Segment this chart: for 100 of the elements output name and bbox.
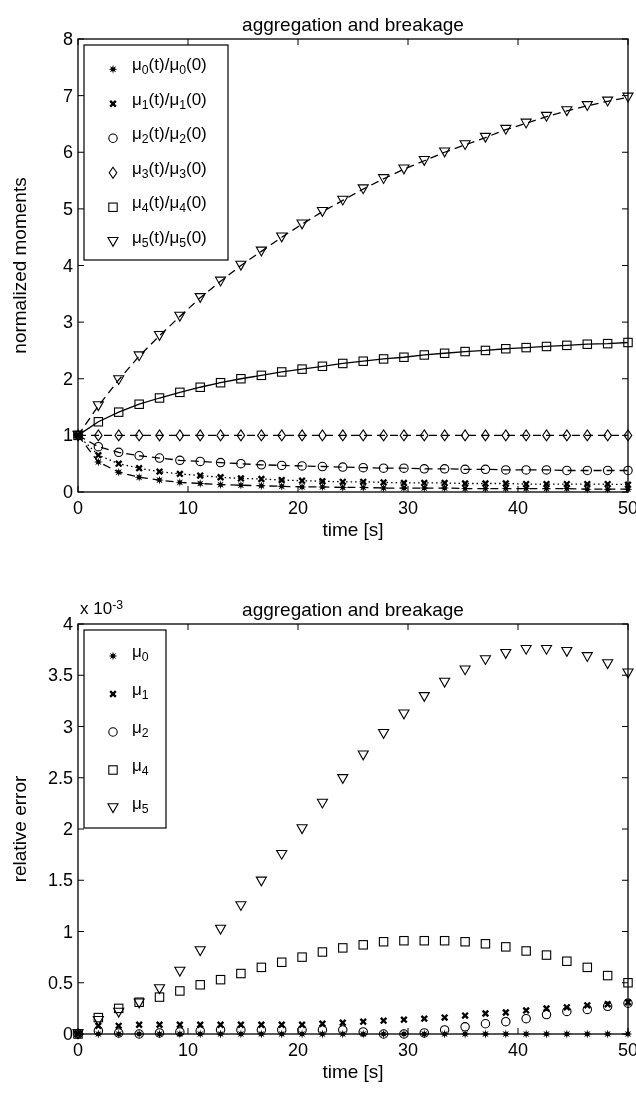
point <box>541 341 552 352</box>
y-tick-label: 1 <box>62 921 73 942</box>
point <box>113 1003 124 1014</box>
point <box>216 473 225 481</box>
point <box>399 935 409 946</box>
point <box>602 465 613 476</box>
point <box>297 461 307 471</box>
point <box>194 946 206 957</box>
point <box>236 429 246 442</box>
point <box>378 354 389 364</box>
point <box>439 1025 450 1035</box>
y-tick-label: 3 <box>62 312 73 333</box>
point <box>338 483 348 492</box>
point <box>317 361 328 372</box>
point <box>155 467 164 476</box>
point <box>154 453 165 463</box>
point <box>541 1009 552 1020</box>
point <box>521 429 531 442</box>
point <box>542 480 551 488</box>
point <box>297 429 307 442</box>
point <box>501 942 511 952</box>
point <box>276 849 288 860</box>
point <box>399 429 409 442</box>
point <box>155 475 164 485</box>
point <box>582 339 593 349</box>
x-tick-label: 30 <box>397 498 419 518</box>
point <box>440 479 449 487</box>
point <box>603 1029 613 1039</box>
point <box>561 106 573 117</box>
point <box>399 463 409 473</box>
point <box>501 1029 511 1039</box>
point <box>418 155 430 166</box>
legend-label: μ$_{1}$ <box>132 680 149 702</box>
point <box>522 1006 530 1015</box>
point <box>236 1025 246 1035</box>
point <box>460 429 470 442</box>
point <box>338 943 348 953</box>
point <box>256 370 267 381</box>
point <box>562 429 572 442</box>
point <box>439 677 451 688</box>
point <box>175 455 185 466</box>
legend-label: μ$_{2}$ <box>132 718 149 740</box>
point <box>460 464 470 475</box>
point <box>357 184 369 195</box>
point <box>379 478 388 487</box>
point <box>359 478 367 486</box>
legend-label: μ$_{5}$(t)/μ$_{5}$(0) <box>132 227 207 250</box>
point <box>581 101 593 111</box>
point <box>135 464 143 472</box>
point <box>339 478 347 486</box>
point <box>602 659 614 670</box>
point <box>459 665 471 676</box>
y-tick-label: 5 <box>62 198 73 219</box>
point <box>154 992 165 1002</box>
point <box>461 1011 469 1020</box>
point <box>562 340 572 351</box>
point <box>153 330 166 341</box>
point <box>358 462 368 473</box>
point <box>357 750 369 761</box>
point <box>113 447 124 458</box>
point <box>542 1029 551 1039</box>
point <box>479 655 492 666</box>
point <box>215 1025 226 1035</box>
point <box>440 483 450 493</box>
point <box>298 477 306 485</box>
y-tick-label: 2 <box>62 819 73 839</box>
point <box>236 968 246 979</box>
point <box>318 477 327 485</box>
point <box>175 429 185 442</box>
point <box>459 140 471 151</box>
point <box>337 195 349 206</box>
point <box>602 970 613 981</box>
point <box>521 1013 531 1024</box>
legend-label: μ$_{0}$ <box>132 642 149 664</box>
point <box>622 668 634 679</box>
point <box>194 293 206 303</box>
point <box>337 774 349 784</box>
point <box>113 375 125 386</box>
point <box>540 644 553 655</box>
point <box>562 956 572 966</box>
point <box>358 429 368 442</box>
point <box>235 260 247 271</box>
point <box>521 946 531 956</box>
point <box>256 962 267 973</box>
point <box>561 646 573 657</box>
point <box>236 374 246 384</box>
point <box>276 460 287 471</box>
chart-title: aggregation and breakage <box>242 599 464 620</box>
point <box>379 1017 388 1025</box>
point <box>175 986 185 996</box>
y-tick-label: 0.5 <box>47 972 73 993</box>
point <box>623 1029 633 1039</box>
point <box>418 692 430 702</box>
point <box>358 356 368 366</box>
y-tick-label: 4 <box>62 255 73 276</box>
point <box>604 480 612 488</box>
point <box>175 387 185 398</box>
x-tick-label: 10 <box>177 1040 199 1060</box>
y-tick-label: 2 <box>62 368 73 389</box>
point <box>235 901 247 912</box>
